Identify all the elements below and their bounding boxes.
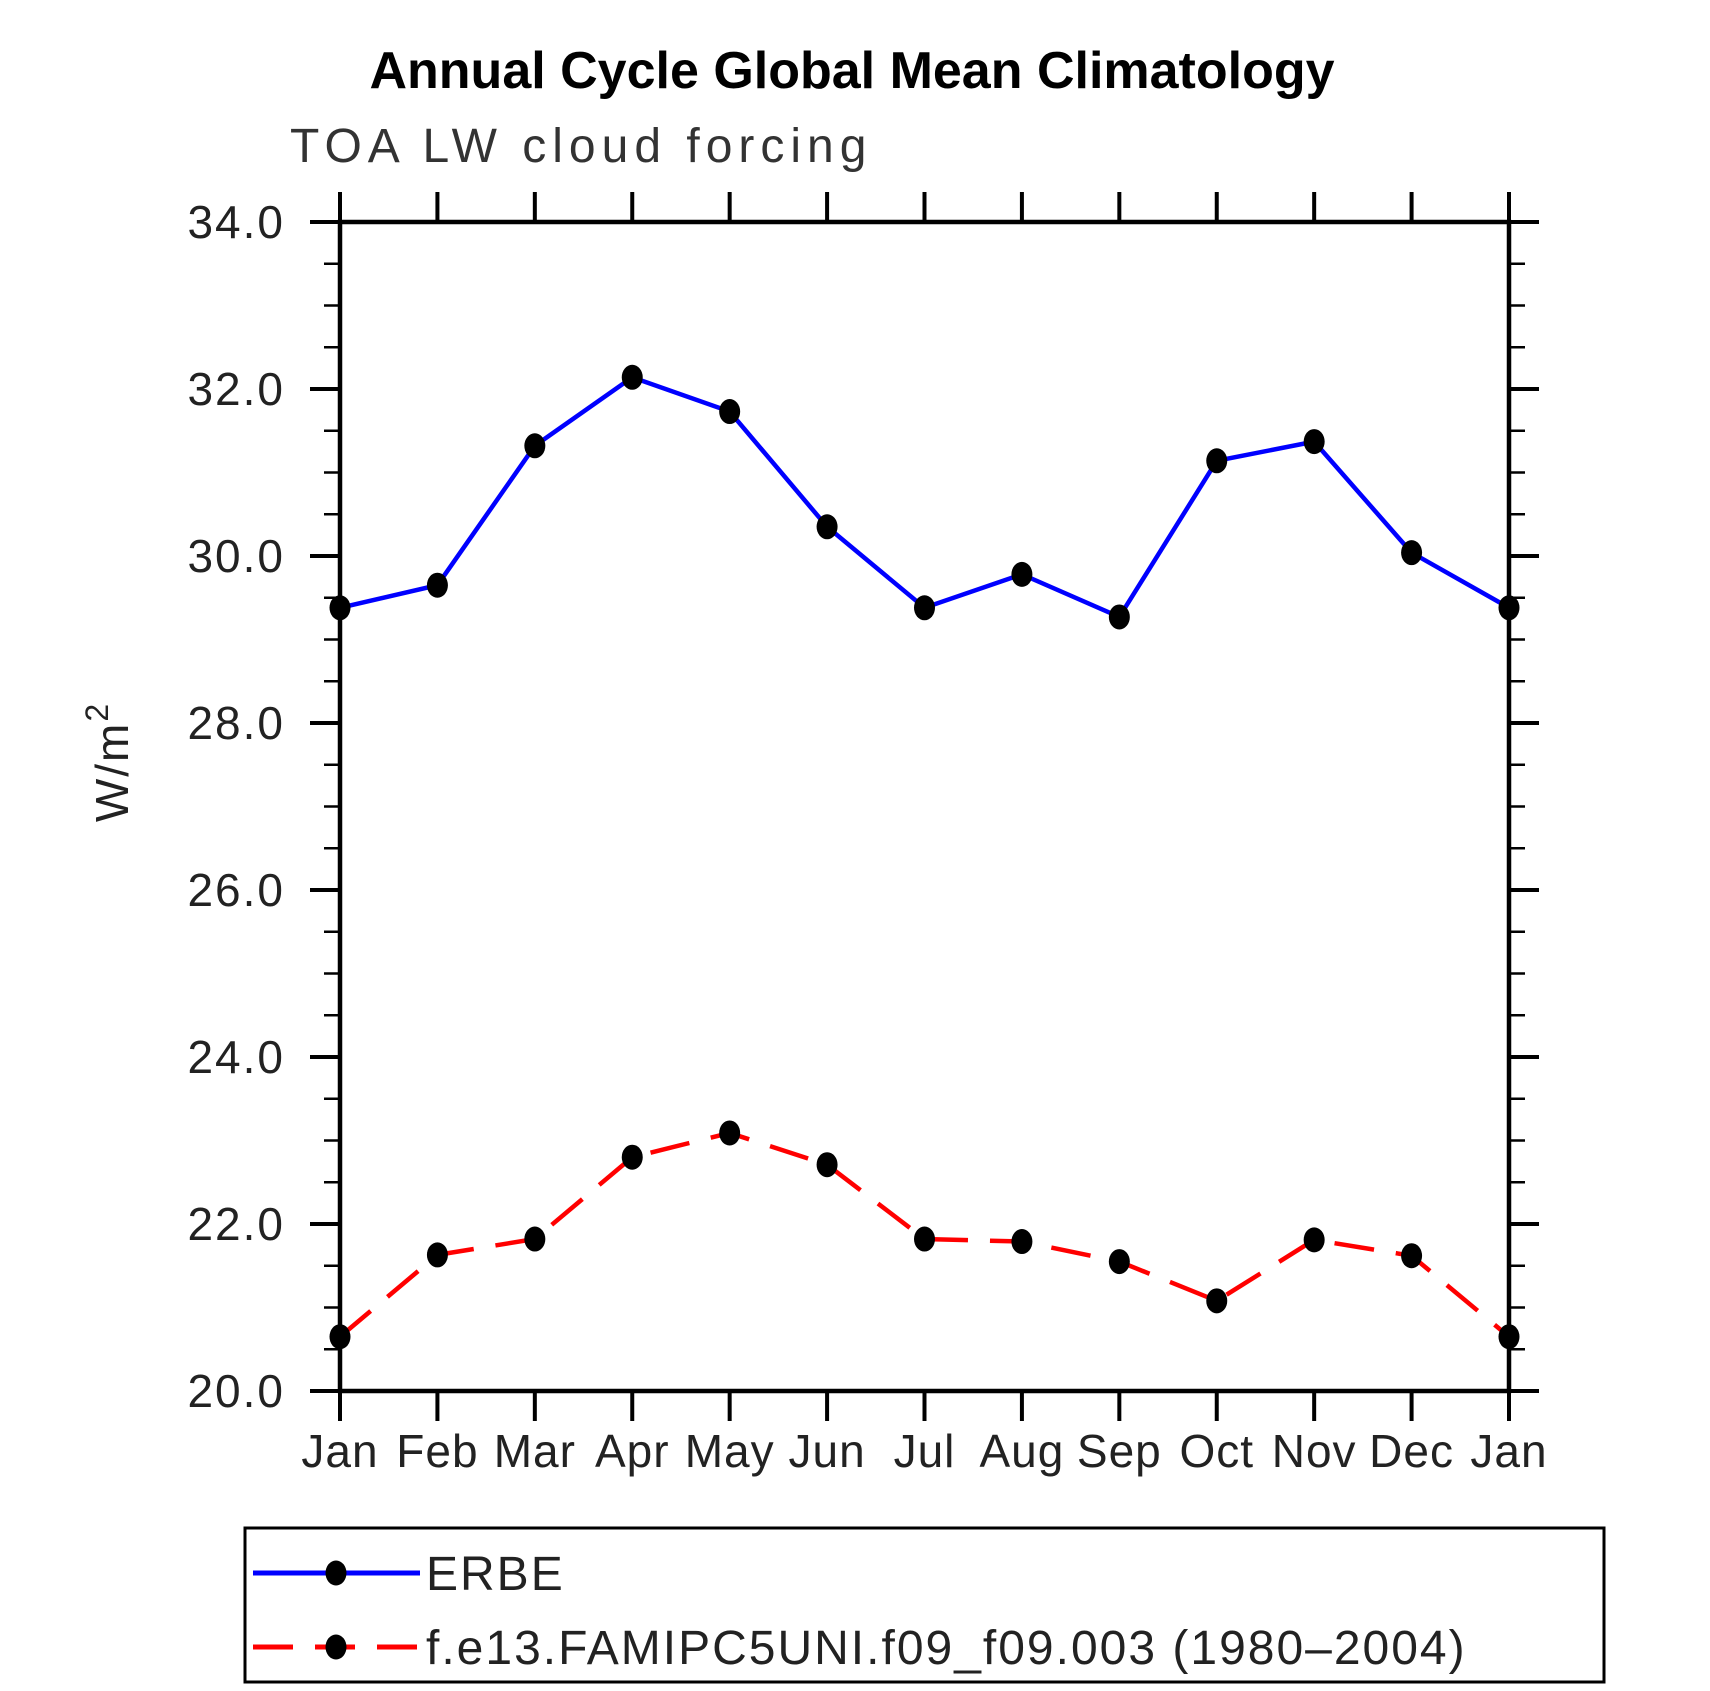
x-axis-tick-label: Sep <box>1077 1425 1162 1477</box>
x-axis-tick-label: Feb <box>396 1425 478 1477</box>
data-point-marker <box>719 1120 741 1146</box>
x-axis-tick-label: Oct <box>1179 1425 1254 1477</box>
data-point-marker <box>329 595 351 621</box>
data-point-marker <box>816 514 838 540</box>
data-point-marker <box>914 1226 935 1252</box>
data-point-marker <box>1498 595 1520 621</box>
y-axis-tick-label: 32.0 <box>187 363 285 415</box>
x-axis-tick-label: Nov <box>1272 1425 1357 1477</box>
data-point-marker <box>524 1226 546 1252</box>
y-axis-tick-label: 24.0 <box>187 1031 285 1083</box>
data-point-marker <box>1498 1324 1520 1350</box>
erbe-series-line <box>339 374 1511 620</box>
y-axis-label-exponent: 2 <box>79 702 115 722</box>
y-axis-tick-label: 30.0 <box>187 530 285 582</box>
y-axis-tick-label: 20.0 <box>187 1365 285 1417</box>
x-axis-tick-label: May <box>685 1425 775 1477</box>
data-point-marker <box>621 364 643 390</box>
data-point-marker <box>329 1324 351 1350</box>
plot-area: 20.0 22.0 24.0 26.0 28.0 30.0 32.0 34.0 Jan Feb Ma… <box>187 192 1606 1684</box>
y-axis-tick-label: 22.0 <box>187 1198 285 1250</box>
legend-label: ERBE <box>426 1548 565 1601</box>
chart-title: Annual Cycle Global Mean Climatology <box>369 42 1334 100</box>
x-axis-tick-label: Dec <box>1369 1425 1454 1477</box>
legend-marker <box>325 1634 347 1660</box>
data-point-marker <box>1401 1243 1423 1269</box>
x-axis-tick-label: Jun <box>788 1425 865 1477</box>
data-point-marker <box>1303 429 1325 455</box>
x-axis-tick-label: Mar <box>494 1425 576 1477</box>
y-axis-tick-label: 26.0 <box>187 864 285 916</box>
x-axis-tick-label: Jan <box>301 1425 378 1477</box>
x-axis-tick-label: Apr <box>595 1425 670 1477</box>
chart-subtitle: TOA LW cloud forcing <box>290 120 872 173</box>
data-point-marker <box>1108 604 1130 630</box>
data-point-marker <box>1303 1227 1325 1253</box>
x-axis-tick-label: Jul <box>894 1425 956 1477</box>
data-point-marker <box>524 433 546 459</box>
legend-marker <box>325 1560 347 1586</box>
y-axis-tick-label: 28.0 <box>187 697 285 749</box>
x-axis-tick-label: Jan <box>1470 1425 1547 1477</box>
data-point-marker <box>1401 540 1423 566</box>
data-point-marker <box>1011 1229 1033 1255</box>
data-point-marker <box>1206 448 1228 474</box>
plot-box <box>337 219 1512 1394</box>
y-axis-label: W/m2 <box>79 702 138 822</box>
data-point-marker <box>1108 1249 1130 1275</box>
data-point-marker <box>816 1152 838 1178</box>
data-point-marker <box>426 1242 448 1268</box>
x-axis-tick-label: Aug <box>979 1425 1064 1477</box>
data-point-marker <box>914 595 935 621</box>
data-point-marker <box>1206 1288 1228 1314</box>
y-axis-tick-label: 34.0 <box>187 196 285 248</box>
data-point-marker <box>426 572 448 598</box>
data-point-marker <box>719 399 741 425</box>
data-point-marker <box>621 1144 643 1170</box>
y-axis-label-base: W/m <box>86 722 138 823</box>
legend-box <box>243 1526 1606 1684</box>
legend-label: f.e13.FAMIPC5UNI.f09_f09.003 (1980–2004) <box>426 1622 1467 1675</box>
data-point-marker <box>1011 561 1033 587</box>
